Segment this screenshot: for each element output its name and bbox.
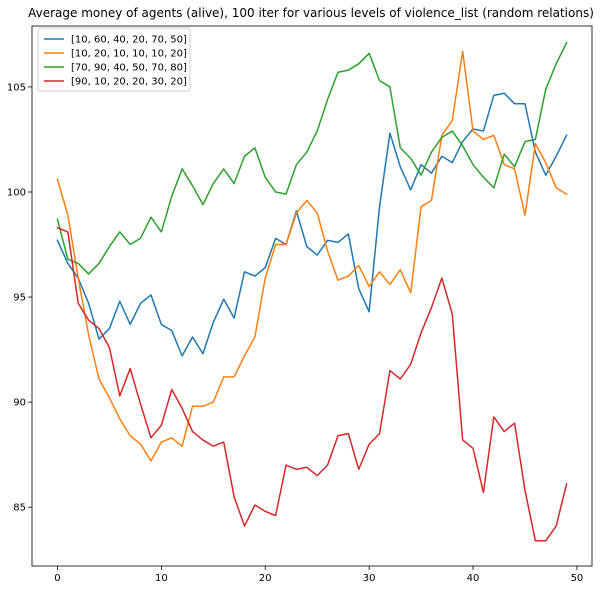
x-tick-label: 30 [363,573,376,584]
legend-label-3: [90, 10, 20, 20, 30, 20] [71,77,187,88]
x-tick-label: 0 [54,573,60,584]
x-tick-label: 10 [155,573,168,584]
legend-label-1: [10, 20, 10, 10, 10, 20] [71,49,187,60]
legend: [10, 60, 40, 20, 70, 50] [10, 20, 10, 10,… [37,27,191,92]
y-tick-label: 100 [7,187,26,198]
x-tick-label: 40 [467,573,480,584]
y-tick-label: 95 [13,293,26,304]
series-line-0 [56,92,568,357]
y-tick-label: 90 [13,398,26,409]
x-tick-label: 20 [259,573,272,584]
legend-label-0: [10, 60, 40, 20, 70, 50] [71,35,187,46]
series-line-1 [56,50,568,462]
series-line-3 [56,226,568,542]
axes-frame [31,25,593,567]
y-tick-label: 85 [13,503,26,514]
y-tick-label: 105 [7,82,26,93]
legend-frame [37,27,191,92]
legend-label-2: [70, 90, 40, 50, 70, 80] [71,63,187,74]
x-tick-label: 50 [571,573,584,584]
chart-title: Average money of agents (alive), 100 ite… [28,6,594,20]
series-line-2 [56,41,568,275]
plot-area: 0 10 20 30 40 50 85 90 95 100 105 [7,25,593,584]
